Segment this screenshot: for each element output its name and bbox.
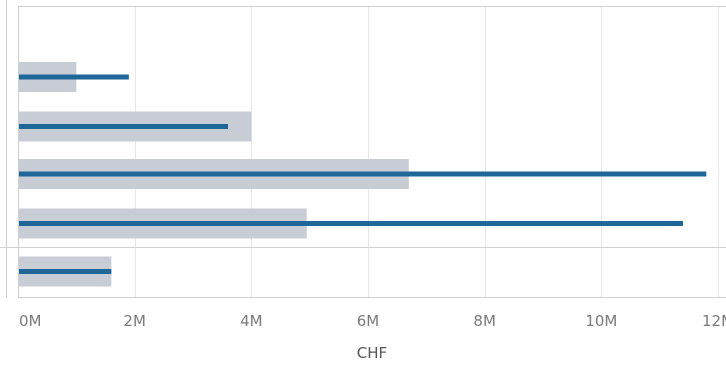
x-tick-label: 0M [19, 312, 42, 330]
plot-frame [0, 0, 726, 298]
x-tick-label: 12M [702, 312, 726, 330]
x-axis-title: CHF [357, 344, 387, 362]
value-bar [18, 171, 707, 177]
x-tick-label: 2M [123, 312, 146, 330]
value-bar [18, 221, 683, 226]
x-tick-label: 4M [240, 312, 263, 330]
value-bar [18, 74, 129, 80]
value-bar [18, 269, 112, 274]
value-bar [18, 124, 228, 129]
x-tick-label: 6M [357, 312, 380, 330]
x-tick-label: 10M [585, 312, 617, 330]
gridlines [135, 7, 719, 297]
bars [18, 62, 707, 287]
x-tick-label: 8M [473, 312, 496, 330]
x-axis-ticks: 0M 2M 4M 6M 8M 10M 12M [19, 312, 726, 330]
